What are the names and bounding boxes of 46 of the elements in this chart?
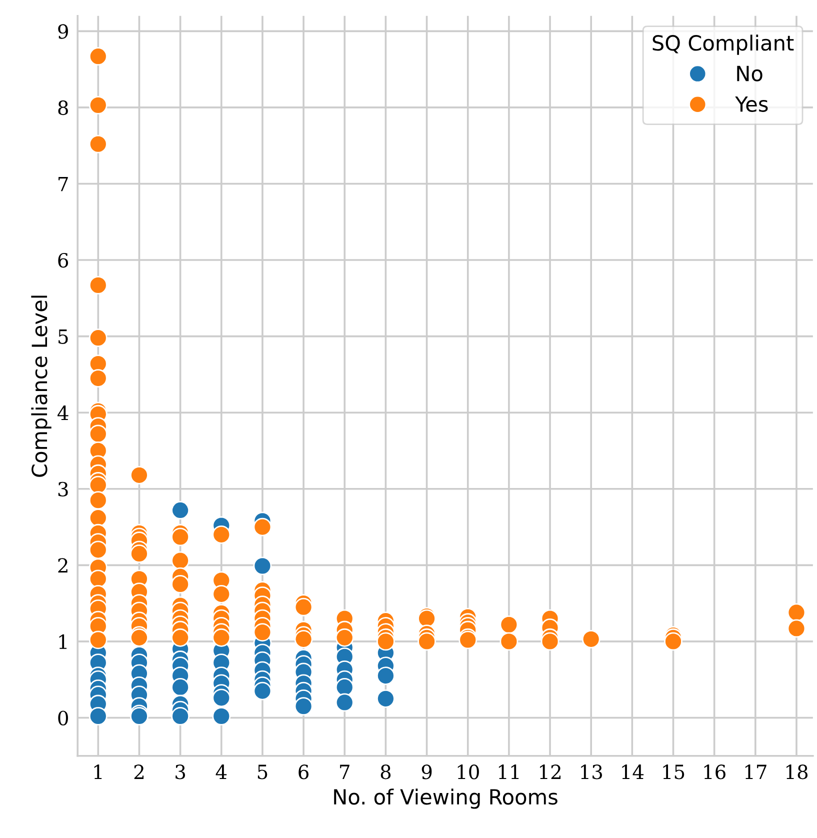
x-tick-label: 15 (663, 764, 684, 780)
y-axis-title: Compliance Level (31, 296, 52, 477)
x-tick-label: 9 (422, 764, 432, 780)
y-tick-label: 1 (59, 634, 67, 649)
point (171, 501, 190, 520)
legend-label: No (737, 66, 762, 82)
point (171, 678, 190, 696)
x-tick-label: 14 (622, 764, 644, 779)
y-tick-label: 5 (58, 330, 68, 344)
y-tick-label: 4 (58, 406, 68, 420)
x-tick-label: 4 (216, 764, 227, 779)
point (294, 697, 313, 716)
point (130, 707, 148, 726)
x-tick-label: 8 (380, 764, 391, 780)
point (88, 707, 108, 726)
x-tick-label: 17 (745, 764, 766, 779)
y-tick-label: 8 (58, 100, 68, 116)
x-tick-label: 6 (298, 764, 309, 780)
x-tick-label: 16 (704, 764, 726, 780)
x-axis-title: No. of Viewing Rooms (334, 788, 558, 809)
legend-title: SQ Compliant (652, 34, 794, 55)
y-tick-label: 3 (58, 482, 68, 497)
x-tick-label: 5 (258, 764, 268, 780)
x-tick-label: 12 (540, 764, 560, 779)
legend-label: Yes (735, 96, 768, 112)
point (376, 689, 395, 708)
y-tick-label: 0 (58, 710, 68, 726)
x-tick-label: 10 (458, 764, 479, 780)
x-tick-label: 2 (134, 764, 144, 779)
point (212, 688, 231, 708)
point (335, 693, 354, 712)
point (212, 707, 231, 726)
x-tick-label: 3 (176, 764, 186, 780)
y-tick-label: 6 (58, 252, 68, 268)
point (376, 666, 395, 685)
x-tick-label: 18 (786, 764, 808, 780)
x-tick-label: 13 (581, 764, 602, 780)
point (253, 556, 272, 576)
y-tick-label: 9 (58, 24, 68, 39)
x-tick-label: 1 (94, 764, 102, 779)
y-tick-label: 7 (58, 176, 68, 192)
point (253, 682, 272, 700)
point (171, 707, 190, 726)
y-tick-label: 2 (58, 558, 68, 573)
x-tick-label: 7 (340, 764, 350, 779)
x-tick-label: 11 (498, 764, 519, 779)
